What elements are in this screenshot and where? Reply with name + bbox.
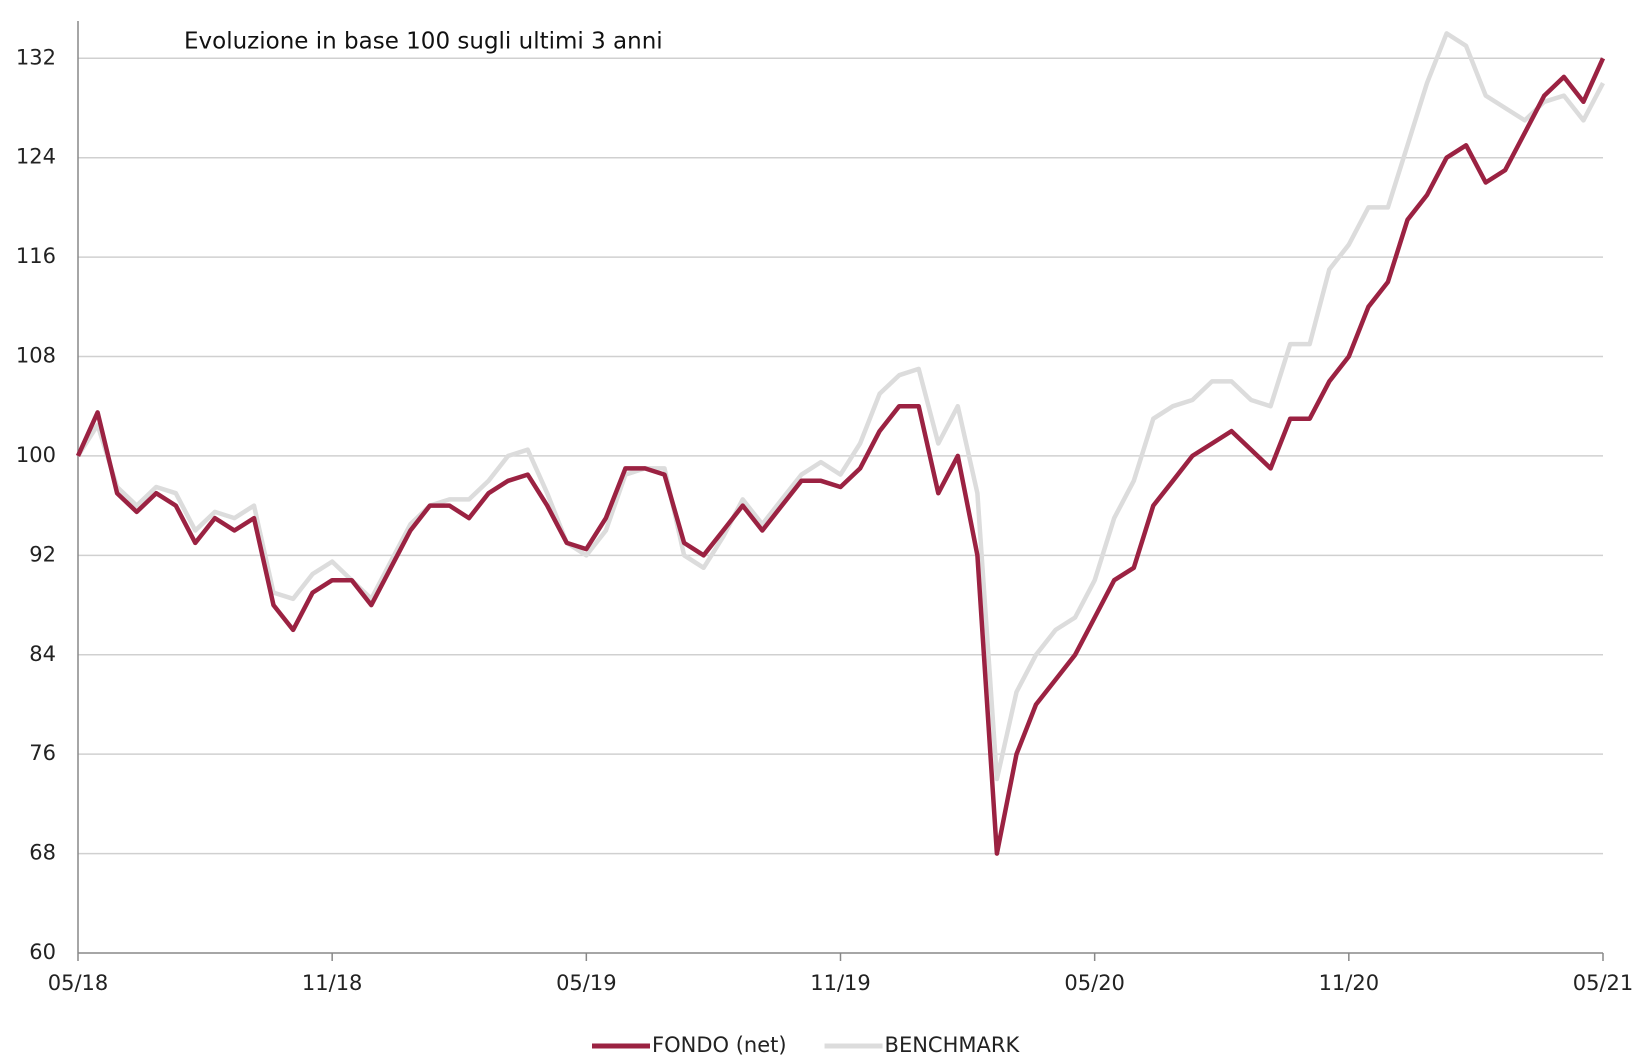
y-tick-label: 84 — [29, 642, 56, 666]
y-tick-label: 124 — [16, 145, 56, 169]
chart-title: Evoluzione in base 100 sugli ultimi 3 an… — [184, 29, 663, 55]
x-tick-label: 11/20 — [1319, 971, 1380, 995]
y-tick-label: 116 — [16, 244, 56, 268]
x-tick-label: 11/18 — [302, 971, 363, 995]
y-tick-label: 92 — [29, 542, 56, 566]
x-tick-label: 11/19 — [810, 971, 871, 995]
series-line — [75, 57, 1606, 856]
y-tick-label: 76 — [29, 741, 56, 765]
x-tick-label: 05/20 — [1064, 971, 1125, 995]
y-tick-label: 108 — [16, 344, 56, 368]
series-line — [76, 31, 1605, 782]
legend-label: FONDO (net) — [652, 1033, 787, 1057]
x-tick-label: 05/21 — [1573, 971, 1634, 995]
y-tick-label: 132 — [16, 45, 56, 69]
y-tick-label: 68 — [29, 841, 56, 865]
y-tick-label: 60 — [29, 940, 56, 964]
legend-label: BENCHMARK — [885, 1033, 1021, 1057]
x-tick-label: 05/19 — [556, 971, 617, 995]
y-tick-label: 100 — [16, 443, 56, 467]
x-tick-label: 05/18 — [48, 971, 109, 995]
